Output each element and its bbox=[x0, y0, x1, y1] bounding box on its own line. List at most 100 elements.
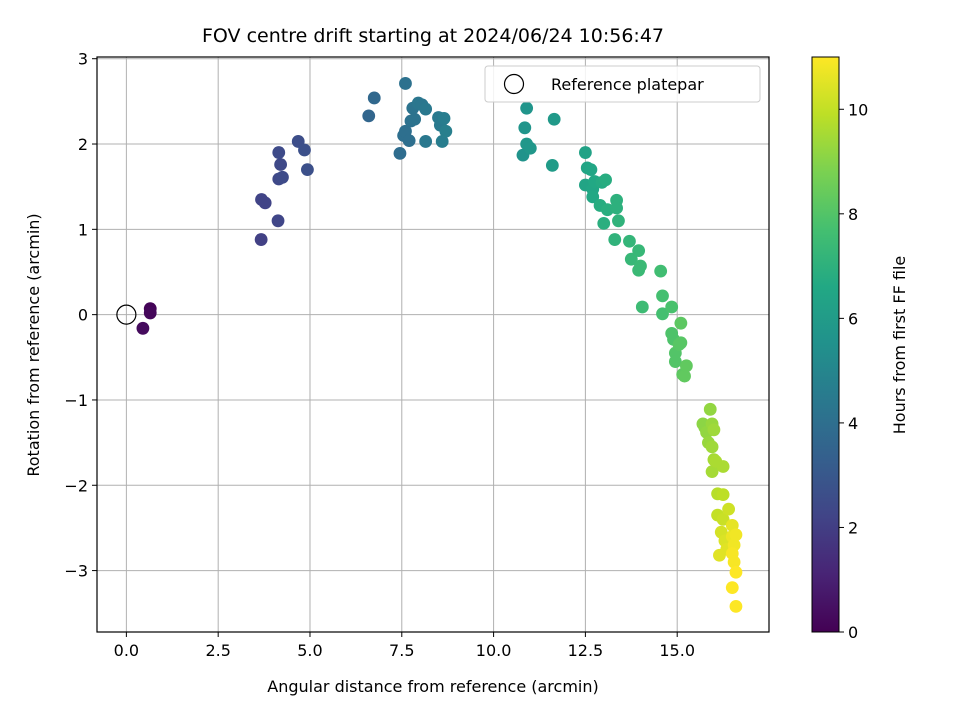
data-point bbox=[656, 289, 669, 303]
data-point bbox=[722, 502, 736, 516]
data-point bbox=[367, 91, 381, 105]
data-point bbox=[665, 300, 679, 314]
plot-frame bbox=[96, 56, 770, 633]
data-point bbox=[545, 158, 559, 172]
colorbar-tick-label: 8 bbox=[848, 205, 858, 224]
data-point bbox=[656, 307, 669, 321]
y-tick-label: −3 bbox=[64, 562, 88, 581]
data-point bbox=[608, 233, 622, 246]
data-point bbox=[703, 402, 717, 416]
data-point bbox=[624, 252, 638, 266]
data-point bbox=[705, 440, 719, 454]
data-point bbox=[439, 124, 453, 138]
data-point bbox=[402, 134, 416, 148]
colorbar-tick-label: 6 bbox=[848, 309, 858, 328]
y-tick-label: −1 bbox=[64, 391, 88, 410]
data-point bbox=[298, 143, 311, 157]
y-tick-label: −2 bbox=[64, 476, 88, 495]
data-point bbox=[518, 121, 532, 135]
y-tick-label: 1 bbox=[78, 220, 88, 239]
x-tick-label: 12.5 bbox=[568, 641, 604, 660]
data-point bbox=[599, 173, 612, 187]
data-point bbox=[668, 355, 682, 368]
data-point bbox=[258, 196, 272, 210]
data-point bbox=[274, 158, 288, 171]
x-tick-label: 10.0 bbox=[476, 641, 512, 660]
data-point bbox=[634, 259, 647, 273]
data-point bbox=[729, 565, 743, 579]
y-tick-label: 3 bbox=[78, 50, 88, 69]
data-point bbox=[362, 109, 376, 123]
colorbar-gradient bbox=[811, 56, 840, 633]
y-tick-label: 2 bbox=[78, 135, 88, 154]
legend-entry-reference: Reference platepar bbox=[551, 75, 704, 94]
data-point bbox=[254, 233, 268, 246]
x-tick-label: 0.0 bbox=[114, 641, 139, 660]
data-point bbox=[435, 135, 449, 148]
data-point bbox=[276, 170, 289, 184]
data-point bbox=[713, 548, 726, 562]
colorbar-tick-label: 0 bbox=[848, 623, 858, 642]
data-point bbox=[729, 528, 743, 542]
colorbar: 0 2 4 6 8 10 Hours from first FF file bbox=[811, 56, 909, 642]
chart-title: FOV centre drift starting at 2024/06/24 … bbox=[202, 25, 664, 47]
x-axis-ticks: 0.0 2.5 5.0 7.5 10.0 12.5 15.0 bbox=[114, 632, 695, 660]
data-point bbox=[393, 147, 407, 160]
data-point bbox=[271, 214, 285, 228]
data-point bbox=[597, 216, 611, 230]
legend: Reference platepar bbox=[484, 65, 761, 103]
x-tick-label: 15.0 bbox=[659, 641, 695, 660]
data-point bbox=[143, 306, 157, 320]
data-point bbox=[716, 488, 730, 502]
legend-reference-marker bbox=[503, 73, 525, 95]
data-point bbox=[408, 112, 422, 126]
x-tick-label: 7.5 bbox=[389, 641, 414, 660]
data-point bbox=[709, 454, 723, 468]
colorbar-label: Hours from first FF file bbox=[890, 256, 909, 435]
y-tick-label: 0 bbox=[78, 306, 88, 325]
data-point bbox=[547, 112, 561, 126]
reference-marker bbox=[116, 304, 137, 325]
y-axis-label: Rotation from reference (arcmin) bbox=[24, 213, 43, 476]
colorbar-tick-label: 2 bbox=[848, 518, 858, 537]
data-point bbox=[674, 316, 688, 330]
grid-lines bbox=[97, 57, 769, 632]
data-point bbox=[716, 512, 730, 526]
data-point bbox=[678, 369, 691, 383]
data-point bbox=[725, 581, 739, 595]
colorbar-ticks: 0 2 4 6 8 10 bbox=[839, 100, 868, 642]
data-point bbox=[301, 163, 314, 177]
data-point bbox=[437, 112, 451, 125]
data-points bbox=[136, 77, 743, 613]
data-point bbox=[419, 135, 433, 148]
data-point bbox=[272, 146, 286, 159]
data-point bbox=[705, 465, 719, 479]
colorbar-tick-label: 4 bbox=[848, 414, 858, 433]
data-point bbox=[610, 201, 624, 215]
data-point bbox=[136, 321, 150, 335]
data-point bbox=[679, 359, 693, 373]
data-point bbox=[729, 600, 743, 613]
data-point bbox=[727, 555, 741, 569]
data-point bbox=[523, 141, 537, 155]
data-point bbox=[612, 214, 625, 228]
data-point bbox=[635, 300, 649, 314]
data-point bbox=[623, 234, 636, 248]
x-axis-label: Angular distance from reference (arcmin) bbox=[267, 677, 598, 696]
data-point bbox=[707, 423, 721, 437]
x-tick-label: 2.5 bbox=[205, 641, 230, 660]
data-point bbox=[419, 102, 433, 116]
data-point bbox=[586, 190, 600, 204]
data-point bbox=[674, 336, 688, 350]
x-tick-label: 5.0 bbox=[297, 641, 322, 660]
legend-box bbox=[484, 65, 761, 103]
data-point bbox=[654, 264, 668, 278]
data-point bbox=[632, 244, 646, 258]
data-point bbox=[520, 101, 534, 115]
y-axis-ticks: −3 −2 −1 0 1 2 3 bbox=[64, 50, 97, 581]
colorbar-tick-label: 10 bbox=[848, 100, 868, 119]
reference-platepar-marker bbox=[116, 304, 137, 325]
data-point bbox=[584, 163, 598, 177]
data-point bbox=[578, 146, 592, 159]
